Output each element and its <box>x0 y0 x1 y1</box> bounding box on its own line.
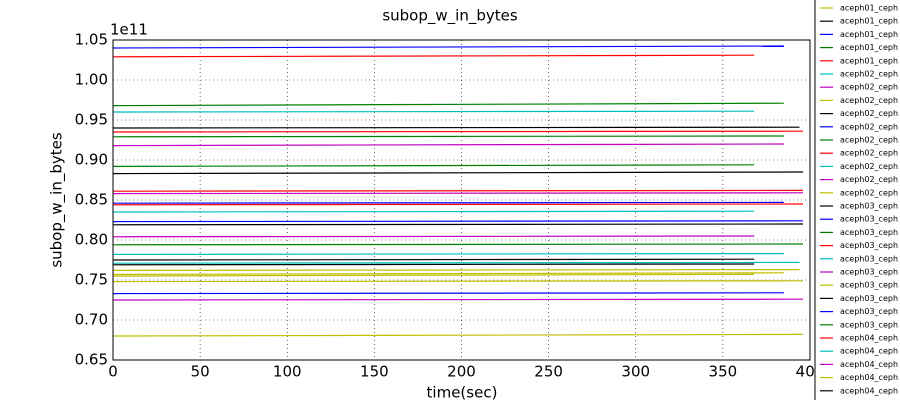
series-line <box>112 130 804 133</box>
series-line <box>112 164 755 167</box>
x-axis-label: time(sec) <box>427 384 498 400</box>
legend-label: aceph02_ceph <box>840 188 898 197</box>
series-line <box>112 235 755 238</box>
series-line <box>112 261 800 264</box>
legend-label: aceph02_ceph <box>840 122 898 131</box>
series-line <box>112 220 804 223</box>
legend-label: aceph03_ceph <box>840 281 898 290</box>
legend-label: aceph02_ceph <box>840 70 898 79</box>
legend-label: aceph02_ceph <box>840 149 898 158</box>
legend-label: aceph03_ceph <box>840 307 898 316</box>
series-line <box>112 333 804 337</box>
series-line <box>112 298 804 301</box>
series-line <box>112 201 784 204</box>
series-line <box>112 280 804 283</box>
legend-label: aceph02_ceph <box>840 109 898 118</box>
legend-label: aceph01_ceph <box>840 56 898 65</box>
series-line <box>112 269 800 271</box>
legend-label: aceph03_ceph <box>840 202 898 211</box>
y-tick-label: 0.75 <box>75 271 108 289</box>
series-line <box>112 192 804 195</box>
x-tick-label: 350 <box>709 363 738 381</box>
series-line <box>112 102 784 107</box>
series-line <box>112 263 755 266</box>
legend-box <box>814 0 900 400</box>
x-tick-label: 300 <box>621 363 650 381</box>
x-tick-label: 250 <box>534 363 563 381</box>
legend-label: aceph04_ceph <box>840 373 898 382</box>
series-line <box>112 143 784 147</box>
series-line <box>112 223 804 226</box>
legend-label: aceph02_ceph <box>840 136 898 145</box>
series-line <box>112 171 804 175</box>
plot-frame <box>112 39 811 361</box>
y-tick-label: 0.65 <box>75 351 108 369</box>
legend-label: aceph03_ceph <box>840 320 898 329</box>
series-line <box>112 292 784 295</box>
y-tick-label: 0.70 <box>75 311 108 329</box>
series-line <box>112 210 755 213</box>
series-line <box>112 253 784 255</box>
y-tick-label: 1.05 <box>75 31 108 49</box>
legend-label: aceph02_ceph <box>840 175 898 184</box>
legend-label: aceph04_ceph <box>840 386 898 395</box>
series-line <box>112 189 804 192</box>
y-axis-label: subop_w_in_bytes <box>48 132 67 267</box>
legend-label: aceph03_ceph <box>840 241 898 250</box>
y-offset-label: 1e11 <box>110 21 148 39</box>
legend-label: aceph04_ceph <box>840 360 898 369</box>
x-tick-label: 150 <box>360 363 389 381</box>
legend-label: aceph03_ceph <box>840 294 898 303</box>
legend-label: aceph03_ceph <box>840 268 898 277</box>
series-line <box>112 54 755 58</box>
legend-label: aceph02_ceph <box>840 83 898 92</box>
chart-title: subop_w_in_bytes <box>382 7 517 26</box>
legend-label: aceph03_ceph <box>840 254 898 263</box>
legend-label: aceph03_ceph <box>840 228 898 237</box>
series-line <box>112 45 784 49</box>
x-tick-label: 50 <box>191 363 210 381</box>
legend-label: aceph04_ceph <box>840 347 898 356</box>
series-line <box>112 203 804 206</box>
series-line <box>112 110 755 113</box>
y-tick-label: 0.90 <box>75 151 108 169</box>
series-line <box>112 135 784 138</box>
series-line <box>112 272 784 275</box>
legend-label: aceph01_ceph <box>840 4 898 13</box>
x-tick-label: 200 <box>447 363 476 381</box>
series-line <box>112 126 800 129</box>
x-tick-label: 100 <box>273 363 302 381</box>
x-tick-label: 0 <box>108 363 118 381</box>
series-line <box>112 273 755 277</box>
y-tick-label: 0.85 <box>75 191 108 209</box>
legend-label: aceph04_ceph <box>840 334 898 343</box>
y-tick-label: 0.95 <box>75 111 108 129</box>
legend-label: aceph01_ceph <box>840 17 898 26</box>
y-tick-label: 1.00 <box>75 71 108 89</box>
y-tick-label: 0.80 <box>75 231 108 249</box>
legend-label: aceph02_ceph <box>840 162 898 171</box>
series-line <box>112 243 804 246</box>
legend-label: aceph01_ceph <box>840 30 898 39</box>
legend-label: aceph01_ceph <box>840 43 898 52</box>
series-line <box>112 258 755 261</box>
legend-label: aceph02_ceph <box>840 96 898 105</box>
legend-label: aceph03_ceph <box>840 215 898 224</box>
